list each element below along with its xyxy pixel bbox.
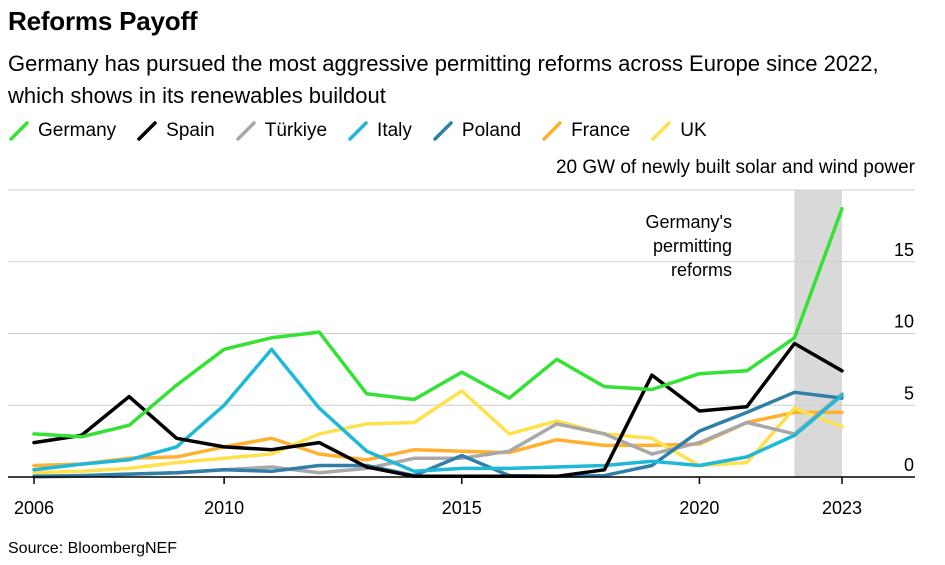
legend-swatch	[433, 121, 453, 141]
legend-label: France	[571, 120, 631, 141]
legend-label: Germany	[38, 120, 117, 141]
annotation-line: permitting	[653, 236, 732, 256]
x-tick-label: 2023	[822, 498, 862, 518]
legend: Germany Spain Türkiye Italy Poland France UK	[8, 120, 727, 142]
legend-label: Türkiye	[264, 120, 328, 141]
legend-swatch	[542, 121, 562, 141]
legend-item: Poland	[432, 120, 521, 142]
annotation-line: reforms	[671, 260, 732, 280]
series-line-germany	[32, 206, 844, 439]
chart-subtitle: Germany has pursued the most aggressive …	[8, 51, 879, 108]
y-tick-label: 15	[894, 240, 914, 260]
x-tick-label: 2015	[442, 498, 482, 518]
legend-swatch	[9, 121, 29, 141]
source-note: Source: BloombergNEF	[8, 540, 177, 557]
x-tick-label: 2006	[14, 498, 54, 518]
legend-item: France	[541, 120, 630, 142]
chart-title: Reforms Payoff	[8, 6, 198, 36]
legend-label: UK	[680, 120, 707, 141]
legend-item: Türkiye	[235, 120, 327, 142]
legend-swatch	[236, 121, 256, 141]
legend-label: Poland	[461, 120, 522, 141]
y-tick-label: 0	[904, 455, 914, 475]
legend-item: Italy	[347, 120, 412, 142]
x-tick-label: 2020	[679, 498, 719, 518]
legend-label: Italy	[377, 120, 412, 141]
y-axis-unit-label: 20 GW of newly built solar and wind powe…	[555, 157, 915, 178]
legend-item: Germany	[8, 120, 116, 142]
legend-item: UK	[650, 120, 707, 142]
legend-swatch	[348, 121, 368, 141]
series-line-poland	[32, 390, 844, 479]
legend-label: Spain	[166, 120, 215, 141]
y-tick-label: 10	[894, 312, 914, 332]
annotation-line: Germany's	[646, 212, 732, 232]
legend-swatch	[137, 121, 157, 141]
legend-item: Spain	[136, 120, 215, 142]
legend-swatch	[651, 121, 671, 141]
series-line-italy	[32, 347, 844, 474]
x-tick-label: 2010	[204, 498, 244, 518]
y-tick-label: 5	[904, 383, 914, 403]
